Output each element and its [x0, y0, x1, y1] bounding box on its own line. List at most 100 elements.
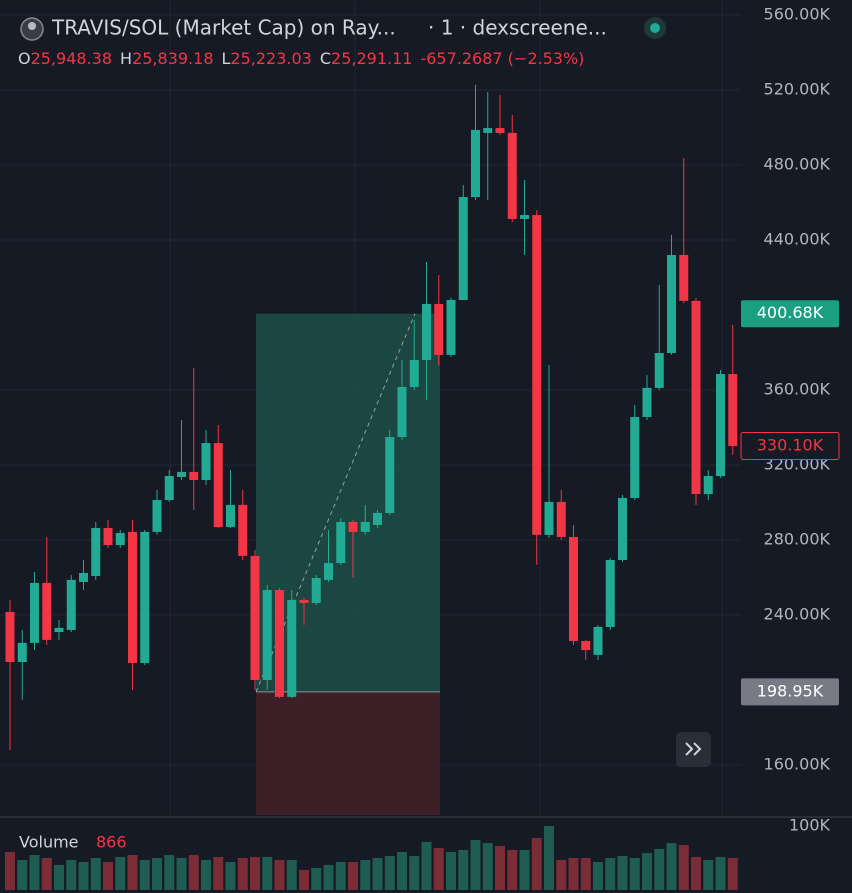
candle-body	[679, 254, 689, 301]
volume-bar	[90, 858, 101, 890]
candle-body	[605, 560, 615, 627]
candle-body	[299, 599, 309, 603]
candle-body	[115, 533, 125, 546]
candle-body	[275, 590, 284, 697]
candle-body	[226, 504, 235, 528]
candle-body	[238, 504, 248, 556]
volume-bar	[703, 859, 714, 890]
volume-bar	[446, 851, 456, 890]
volume-bar	[164, 854, 175, 890]
volume-bar	[5, 851, 15, 890]
entry-badge-bg	[741, 678, 839, 706]
candle-body	[507, 132, 517, 219]
volume-bar	[152, 858, 162, 890]
candle-body	[422, 303, 431, 360]
ohlc-key: L	[222, 49, 231, 68]
volume-bar	[213, 856, 224, 890]
volume-bar	[384, 856, 395, 890]
ohlc-value: 25,291.11	[331, 49, 412, 68]
scroll-button[interactable]	[676, 732, 711, 767]
candle-body	[201, 443, 211, 480]
price-axis: 160.00K240.00K280.00K320.00K360.00K440.0…	[740, 4, 840, 773]
volume-bar	[605, 858, 616, 890]
volume-bar	[433, 848, 444, 890]
candle-body	[654, 353, 664, 388]
ohlc-value: 25,839.18	[132, 49, 213, 68]
candle-body	[593, 626, 603, 655]
volume-bar	[568, 858, 579, 890]
volume-bar	[286, 859, 297, 890]
candle-body	[409, 359, 419, 387]
ohlc-value: 25,948.38	[31, 49, 112, 68]
candle-body	[360, 521, 370, 532]
candle-body	[434, 303, 444, 355]
candle-body	[336, 521, 346, 564]
candle-body	[140, 531, 150, 663]
volume-bar	[617, 856, 628, 890]
volume-bar	[17, 859, 28, 890]
last-price-badge-bg	[740, 432, 840, 461]
volume-last: 866	[96, 833, 127, 852]
ohlc-key: C	[320, 49, 331, 68]
candle-body	[703, 476, 713, 495]
candle-body	[250, 555, 260, 681]
volume-bar	[642, 853, 652, 890]
volume-bar	[201, 859, 211, 890]
chevrons-icon	[685, 742, 702, 756]
volume-bar	[654, 848, 665, 890]
volume-bar	[556, 859, 567, 890]
candle-body	[373, 512, 382, 525]
candle-body	[91, 527, 101, 576]
volume-tick-label: 100K	[789, 816, 831, 835]
candle-body	[581, 641, 591, 651]
candle-body	[630, 416, 640, 498]
y-tick-label: 280.00K	[764, 529, 831, 548]
scroll-to-latest[interactable]	[676, 732, 711, 767]
candle-body	[189, 471, 199, 480]
volume-bar	[470, 840, 481, 890]
volume-bar	[409, 856, 420, 890]
candle-body	[128, 531, 137, 663]
candles	[5, 84, 738, 750]
volume-bar	[335, 861, 346, 890]
volume-bar	[580, 858, 591, 890]
volume-bar	[188, 854, 199, 890]
candle-body	[152, 500, 162, 532]
candle-body	[495, 128, 505, 133]
candle-body	[532, 215, 542, 535]
candle-body	[642, 387, 652, 417]
volume-bar	[41, 858, 52, 890]
candle-body	[618, 497, 627, 561]
volume-bar	[139, 859, 150, 890]
candle-body	[262, 590, 272, 681]
volume-bar	[482, 843, 493, 890]
volume-bar	[691, 856, 701, 890]
volume-bar	[519, 850, 530, 890]
candle-body	[311, 578, 321, 603]
volume-bar	[678, 845, 689, 890]
candle-body	[42, 582, 52, 640]
y-tick-label: 520.00K	[764, 79, 831, 98]
volume-bar	[237, 858, 248, 890]
candle-body	[691, 300, 701, 495]
candle-body	[5, 611, 15, 663]
candle-body	[458, 197, 468, 300]
candle-body	[348, 521, 358, 532]
volume-bar	[495, 845, 505, 890]
volume-bar	[348, 861, 358, 890]
volume-bar	[115, 856, 126, 890]
volume-bar	[458, 850, 469, 890]
candle-body	[556, 501, 566, 537]
volume-bar	[274, 859, 285, 890]
avatar-icon	[28, 22, 36, 30]
y-tick-label: 160.00K	[764, 754, 831, 773]
candle-body	[385, 437, 395, 513]
candle-body	[667, 254, 676, 354]
ohlc-change: -657.2687 (−2.53%)	[420, 49, 584, 68]
volume-bar	[54, 864, 64, 890]
y-tick-label: 440.00K	[764, 229, 831, 248]
volume-bar	[593, 861, 603, 890]
volume-bar	[29, 854, 40, 890]
candle-body	[544, 501, 554, 535]
